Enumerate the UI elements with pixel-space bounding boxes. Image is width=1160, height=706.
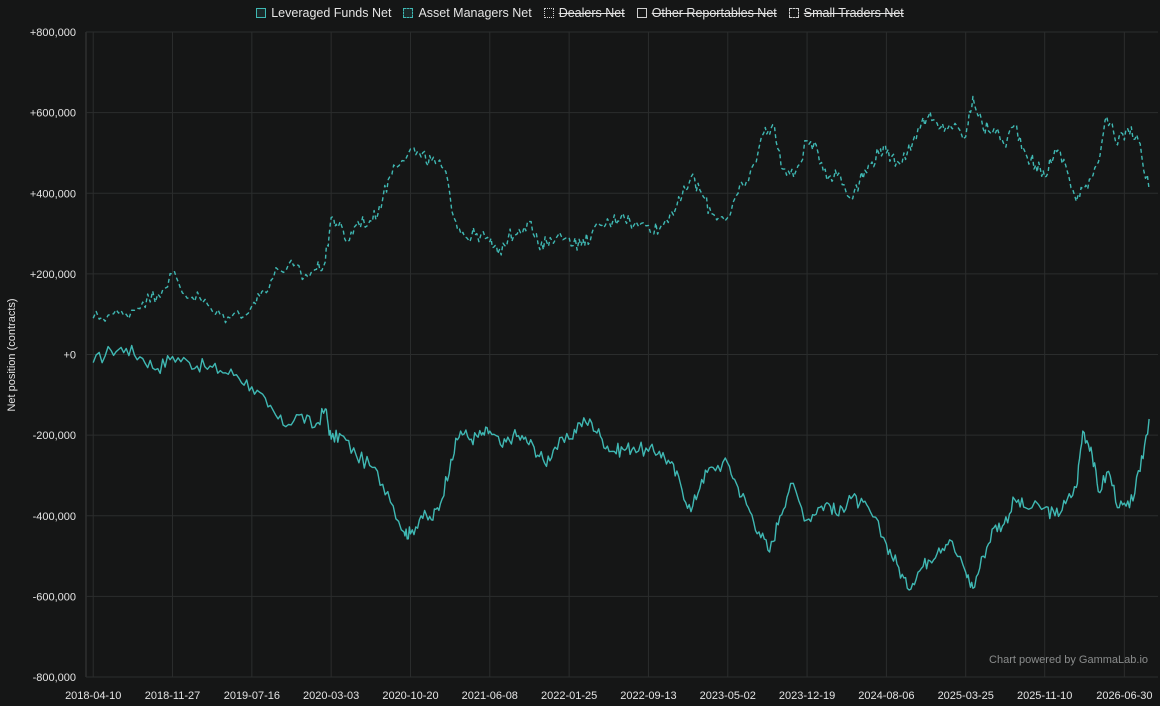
x-tick-label: 2020-03-03 [303, 690, 359, 702]
y-tick-label: +600,000 [30, 108, 76, 120]
x-tick-label: 2019-07-16 [224, 690, 280, 702]
legend-item-small-traders-net[interactable]: Small Traders Net [788, 6, 904, 20]
x-tick-label: 2026-06-30 [1096, 690, 1152, 702]
y-tick-label: -200,000 [33, 430, 76, 442]
x-tick-label: 2025-03-25 [938, 690, 994, 702]
legend-item-dealers-net[interactable]: Dealers Net [543, 6, 625, 20]
series-lines [92, 95, 1150, 591]
series-line-asset-managers-net [92, 95, 1150, 324]
x-tick-label: 2018-04-10 [65, 690, 121, 702]
series-line-leveraged-funds-net [92, 344, 1150, 591]
y-tick-label: +400,000 [30, 188, 76, 200]
legend-swatch [256, 8, 267, 18]
x-tick-label: 2021-06-08 [462, 690, 518, 702]
legend-item-asset-managers-net[interactable]: Asset Managers Net [403, 6, 532, 20]
legend-swatch [788, 8, 799, 18]
x-tick-label: 2025-11-10 [1017, 690, 1072, 702]
legend-label: Other Reportables Net [651, 6, 777, 20]
legend-item-other-reportables-net[interactable]: Other Reportables Net [636, 6, 777, 20]
chart-grid [85, 31, 1158, 678]
legend-swatch [636, 8, 647, 18]
x-axis-ticks: 2018-04-10 2018-11-27 2019-07-16 2020-03-03… [65, 690, 1152, 702]
x-tick-label: 2023-05-02 [700, 690, 756, 702]
legend-label: Asset Managers Net [418, 6, 532, 20]
chart-legend: Leveraged Funds Net Asset Managers Net Dea… [0, 6, 1160, 20]
legend-label: Leveraged Funds Net [271, 6, 392, 20]
x-tick-label: 2024-08-06 [858, 690, 914, 702]
legend-label: Small Traders Net [803, 6, 904, 20]
y-tick-label: -800,000 [33, 672, 76, 684]
y-tick-label: +200,000 [30, 269, 76, 281]
legend-swatch [543, 8, 554, 18]
y-tick-label: +800,000 [30, 27, 76, 39]
y-tick-label: -600,000 [33, 591, 76, 603]
watermark-text: Chart powered by GammaLab.io [989, 654, 1148, 666]
x-tick-label: 2023-12-19 [779, 690, 835, 702]
legend-item-leveraged-funds-net[interactable]: Leveraged Funds Net [256, 6, 391, 20]
y-tick-label: +0 [63, 350, 76, 362]
x-tick-label: 2022-09-13 [620, 690, 676, 702]
y-axis-ticks: -800,000 -600,000 -400,000 -200,000 +0 +200,0… [30, 27, 76, 684]
x-tick-label: 2022-01-25 [541, 690, 597, 702]
legend-swatch [403, 8, 414, 18]
x-tick-label: 2018-11-27 [145, 690, 200, 702]
y-tick-label: -400,000 [33, 511, 76, 523]
y-axis-label: Net position (contracts) [6, 298, 18, 411]
x-tick-label: 2020-10-20 [382, 690, 438, 702]
legend-label: Dealers Net [558, 6, 625, 20]
